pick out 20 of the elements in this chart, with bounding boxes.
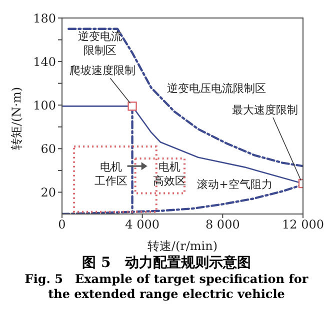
- annotation: 爬坡速度限制: [69, 64, 136, 78]
- x-tick-label: 12 000: [282, 218, 324, 232]
- annotation: 电机高效区: [152, 160, 186, 188]
- annotation: 电机工作区: [94, 160, 128, 188]
- text: 图 5 动力配置规则示意图: [81, 254, 252, 272]
- x-axis-title: 转速/(r/min): [147, 239, 218, 253]
- x-tick-label: 0: [58, 218, 66, 232]
- y-tick-label: 180: [33, 11, 56, 26]
- annotation: 逆变电流限制区: [78, 30, 122, 57]
- text: Fig. 5 Example of target specification for the extended range electric vehicle: [24, 272, 310, 302]
- annotation: 逆变电压电流限制区: [167, 82, 266, 96]
- annotation: 最大速度限制: [232, 104, 298, 117]
- x-tick-label: 8 000: [205, 218, 240, 232]
- y-tick-label: 140: [33, 54, 56, 69]
- x-tick-label: 4 000: [125, 218, 160, 232]
- y-tick-label: 20: [40, 185, 56, 200]
- y-tick-label: 60: [40, 142, 56, 156]
- y-axis-title: 转矩/(N·m): [9, 86, 24, 150]
- y-tick-label: 100: [33, 98, 56, 112]
- annotation: 滚动+空气阻力: [197, 178, 272, 191]
